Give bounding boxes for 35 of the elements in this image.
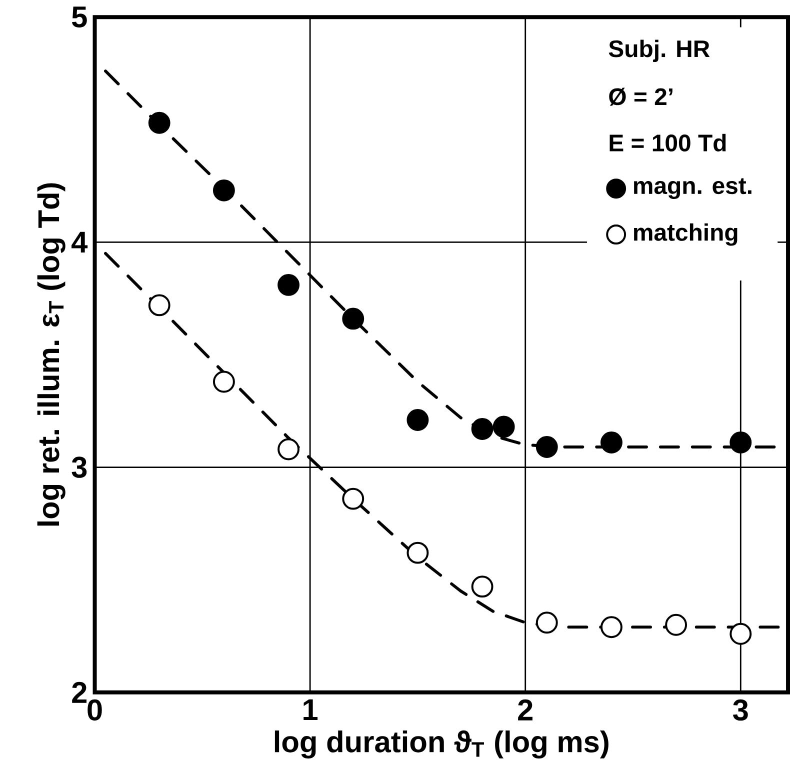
y-tick-label: 3: [72, 456, 87, 478]
y-tick-label: 5: [72, 6, 87, 28]
legend-title: Subj. HR: [608, 40, 710, 62]
point: [148, 294, 170, 316]
legend-label: matching: [634, 223, 738, 246]
point: [148, 112, 170, 134]
point: [406, 408, 429, 431]
point: [212, 179, 235, 202]
point: [730, 622, 752, 645]
x-tick-label: 0: [88, 699, 102, 721]
legend-label: magn. est.: [634, 178, 752, 199]
point: [342, 308, 364, 330]
point: [730, 431, 752, 454]
point: [536, 436, 558, 458]
point: [278, 274, 300, 296]
point: [536, 612, 558, 634]
x-tick-label: 2: [518, 699, 532, 720]
point: [212, 370, 235, 393]
x-tick-label: 1: [304, 699, 318, 720]
point: [492, 416, 515, 438]
point: [471, 576, 494, 598]
y-axis-title: log ret. illum. ε$_{T}$ (log Td): [37, 183, 66, 526]
point: [342, 488, 364, 510]
x-tick-label: 3: [733, 699, 748, 721]
point: [406, 542, 429, 564]
point: [471, 418, 494, 440]
y-tick-label: 4: [72, 232, 88, 252]
annotation: E = 100 Td: [610, 134, 726, 152]
point: [278, 438, 300, 460]
point: [665, 614, 688, 636]
y-tick-label: 2: [72, 682, 86, 703]
point: [600, 431, 622, 454]
annotation: Ø = 2’: [609, 88, 672, 106]
x-axis-title: log duration ϑ$_{T}$ (log ms): [274, 730, 608, 758]
point: [600, 616, 622, 638]
